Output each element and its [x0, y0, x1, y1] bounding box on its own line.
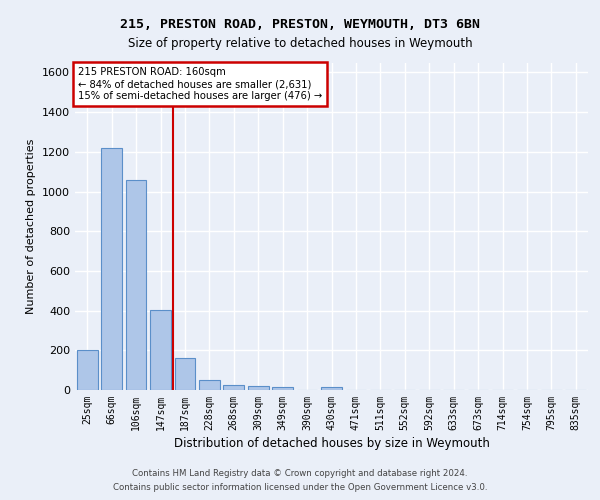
Y-axis label: Number of detached properties: Number of detached properties [26, 138, 37, 314]
Bar [272, 387, 293, 390]
Bar [321, 387, 342, 390]
Bar [150, 310, 171, 390]
X-axis label: Distribution of detached houses by size in Weymouth: Distribution of detached houses by size … [173, 437, 490, 450]
Bar [77, 350, 98, 390]
Text: 215 PRESTON ROAD: 160sqm
← 84% of detached houses are smaller (2,631)
15% of sem: 215 PRESTON ROAD: 160sqm ← 84% of detach… [77, 68, 322, 100]
Text: Contains HM Land Registry data © Crown copyright and database right 2024.: Contains HM Land Registry data © Crown c… [132, 468, 468, 477]
Text: 215, PRESTON ROAD, PRESTON, WEYMOUTH, DT3 6BN: 215, PRESTON ROAD, PRESTON, WEYMOUTH, DT… [120, 18, 480, 30]
Bar [248, 386, 269, 390]
Bar [199, 380, 220, 390]
Bar [223, 385, 244, 390]
Text: Size of property relative to detached houses in Weymouth: Size of property relative to detached ho… [128, 38, 472, 51]
Bar [175, 358, 196, 390]
Bar [101, 148, 122, 390]
Text: Contains public sector information licensed under the Open Government Licence v3: Contains public sector information licen… [113, 484, 487, 492]
Bar [125, 180, 146, 390]
